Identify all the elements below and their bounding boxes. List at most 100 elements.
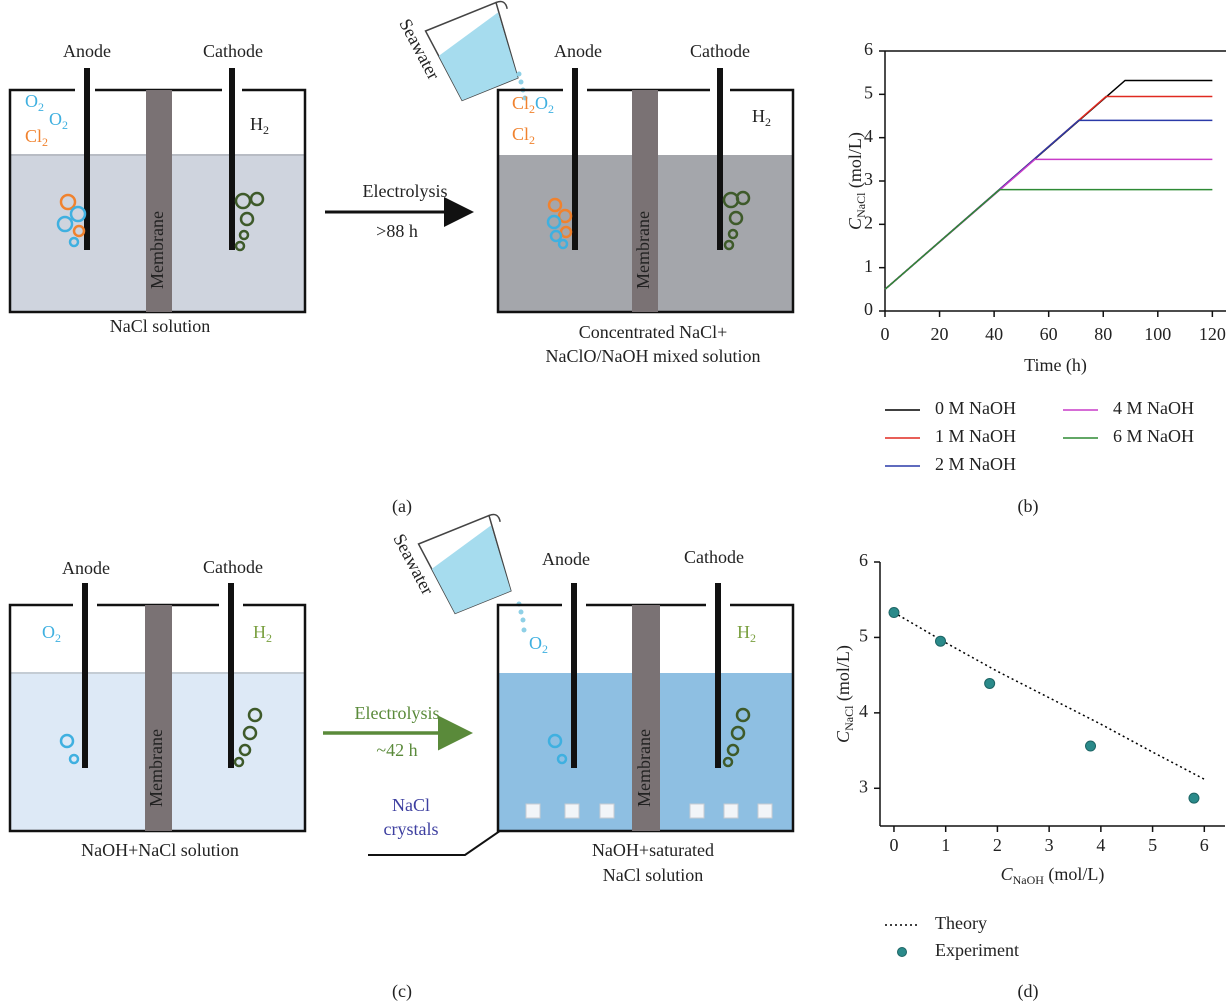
axis-title: CNaOH (mol/L) (1001, 864, 1105, 887)
membrane-label: Membrane (146, 729, 166, 807)
circle (68, 236, 80, 248)
y-tick-label: 3 (864, 169, 873, 189)
membrane (632, 90, 658, 312)
gas: O2 (42, 622, 61, 645)
path (488, 513, 501, 522)
tspan: 2 (266, 631, 272, 645)
gas: O2 (25, 91, 44, 114)
circle (56, 215, 74, 233)
data-point (1188, 792, 1200, 804)
axis-title-part: (mol/L) (845, 132, 866, 193)
tspan: O (529, 633, 542, 653)
bubbles (547, 707, 751, 768)
circle (726, 743, 740, 757)
anode (82, 583, 88, 768)
y-tick-label: 4 (859, 701, 868, 721)
x-tick-label: 60 (1040, 324, 1058, 344)
x-tick-label: 2 (993, 835, 1002, 855)
panel-label: (d) (1018, 981, 1039, 1002)
data-point (935, 635, 947, 647)
tspan: O (25, 91, 38, 111)
circle (234, 240, 246, 252)
tspan: 2 (55, 631, 61, 645)
rect (757, 803, 773, 819)
anode-label: Anode (554, 41, 602, 61)
anode (84, 68, 90, 250)
circle (516, 71, 522, 77)
legend-swatch (897, 947, 907, 957)
legend-label: 6 M NaOH (1113, 426, 1194, 446)
tspan: H (253, 622, 266, 642)
membrane (632, 605, 660, 831)
circle (247, 707, 263, 723)
axis-title-part: C (1001, 864, 1014, 884)
circle (68, 753, 80, 765)
circle (559, 225, 573, 239)
path (431, 525, 511, 614)
tspan: 2 (548, 102, 554, 116)
x-tick-label: 0 (881, 324, 890, 344)
data-point (1085, 740, 1097, 752)
legend-label: 2 M NaOH (935, 454, 1016, 474)
data-point (888, 607, 900, 619)
circle (518, 609, 524, 615)
crystals (525, 803, 773, 819)
circle (735, 190, 751, 206)
crystals-label: NaCl (392, 795, 430, 815)
rect (689, 803, 705, 819)
axis-title: CNaCl (mol/L) (833, 645, 856, 743)
panel-label: (a) (392, 496, 412, 517)
legend-label: Experiment (935, 940, 1019, 960)
series-line (884, 188, 1213, 290)
membrane-label: Membrane (633, 211, 653, 289)
x-tick-label: 4 (1096, 835, 1105, 855)
arrow-label: ~42 h (376, 740, 417, 760)
x-tick-label: 0 (889, 835, 898, 855)
gas: Cl2 (25, 126, 48, 149)
tspan: O (42, 622, 55, 642)
series-line (884, 79, 1213, 290)
panel-a: Anode Cathode Membrane O2 O2 Cl2 H2 NaCl… (8, 0, 795, 517)
tspan: 2 (38, 100, 44, 114)
circle (735, 707, 751, 723)
rect (723, 803, 739, 819)
series-line (884, 119, 1213, 290)
circle (547, 733, 563, 749)
series-line (884, 95, 1213, 290)
pitcher (424, 0, 519, 102)
y-tick-label: 4 (864, 126, 873, 146)
tspan: H (250, 114, 263, 134)
caption: NaClO/NaOH mixed solution (546, 346, 761, 366)
circle (549, 229, 563, 243)
arrow-label: Electrolysis (363, 181, 448, 201)
legend-label: 4 M NaOH (1113, 398, 1194, 418)
circle (557, 208, 573, 224)
circle (238, 743, 252, 757)
cathode-label: Cathode (203, 557, 263, 577)
y-tick-label: 5 (859, 626, 868, 646)
gas: H2 (752, 106, 771, 129)
x-tick-label: 5 (1148, 835, 1157, 855)
anode-label: Anode (542, 549, 590, 569)
path (438, 12, 518, 101)
tspan: 2 (263, 123, 269, 137)
tspan: O (535, 93, 548, 113)
circle (249, 191, 265, 207)
caption: NaCl solution (110, 316, 211, 336)
panel-label: (c) (392, 981, 412, 1002)
circle (238, 229, 250, 241)
y-tick-label: 6 (864, 39, 873, 59)
cathode (715, 583, 721, 768)
panel-label: (b) (1018, 496, 1039, 517)
rect (525, 803, 541, 819)
x-tick-label: 20 (931, 324, 949, 344)
circle (59, 733, 75, 749)
caption: NaOH+NaCl solution (81, 840, 239, 860)
anode-label: Anode (63, 41, 111, 61)
circle (727, 228, 739, 240)
circle (557, 238, 569, 250)
pitcher (417, 513, 512, 615)
x-tick-label: 1 (941, 835, 950, 855)
anode-label: Anode (62, 558, 110, 578)
